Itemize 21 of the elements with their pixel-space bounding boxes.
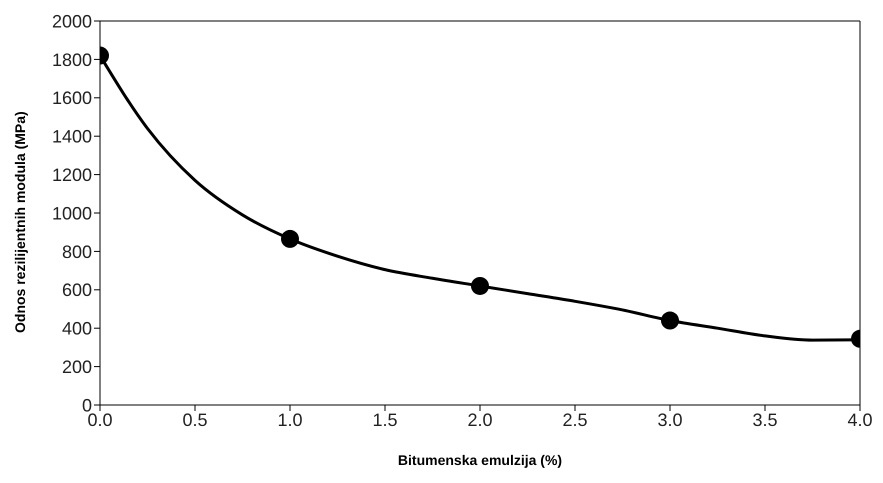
y-tick-label: 1800 <box>52 50 92 70</box>
y-tick-label: 600 <box>62 280 92 300</box>
y-tick-label: 1400 <box>52 126 92 147</box>
y-tick-label: 800 <box>62 242 92 262</box>
x-tick-label: 2.0 <box>467 410 493 430</box>
x-axis-title: Bitumenska emulzija (%) <box>398 452 562 468</box>
y-tick-label: 1000 <box>52 203 92 224</box>
y-tick-label: 1200 <box>52 164 92 185</box>
y-axis-title: Odnos rezilijentnih modula (MPa) <box>12 111 28 333</box>
y-tick-label: 1600 <box>52 88 92 108</box>
y-tick-label: 200 <box>62 356 92 377</box>
y-tick-label: 400 <box>62 318 92 339</box>
point <box>471 276 489 295</box>
x-tick-label: 1.5 <box>372 410 398 430</box>
x-tick-label: 3.5 <box>752 410 778 430</box>
x-tick-label: 0.5 <box>182 410 208 430</box>
x-tick-label: 3.0 <box>657 410 683 430</box>
y-tick-label: 2000 <box>52 11 92 32</box>
x-tick-label: 2.5 <box>562 410 588 430</box>
x-tick-label: 4.0 <box>847 410 873 430</box>
x-tick-label: 1.0 <box>277 410 303 430</box>
